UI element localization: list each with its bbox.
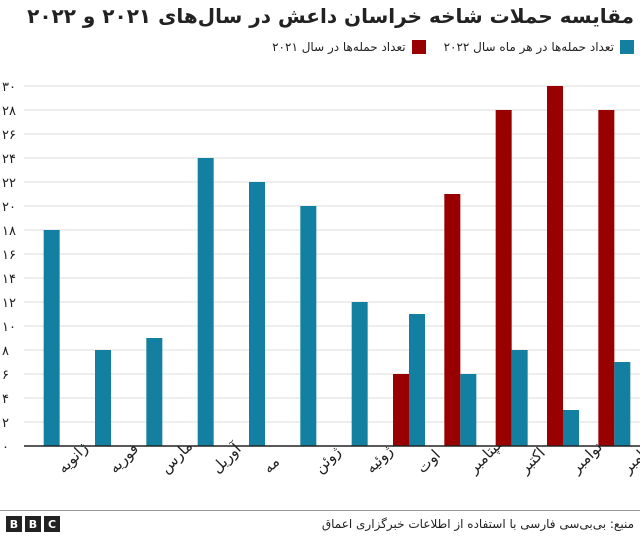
x-tick-label: اکتبر [515,444,549,478]
x-tick-label: ژوئن [310,443,344,477]
y-tick-label: ۱۰ [2,320,16,335]
bar-teal [351,302,368,446]
x-tick-label: اوت [413,446,444,477]
bar-red [547,86,563,446]
y-tick-label: ۲۰ [2,200,16,215]
y-tick-label: ۲ [2,416,9,431]
y-tick-label: ۸ [2,344,9,359]
legend-item-teal: تعداد حمله‌ها در هر ماه سال ۲۰۲۲ [444,40,634,54]
bar-teal [249,182,265,446]
y-tick-label: ۱۲ [2,296,16,311]
x-tick-label: مارس [156,437,196,477]
footer-divider [0,510,640,511]
bar-red [393,374,409,446]
y-tick-label: ۱۴ [2,272,16,287]
y-tick-label: ۳۰ [2,80,16,95]
bar-teal [95,350,111,446]
bar-teal [409,314,425,446]
legend-swatch-red [411,40,426,54]
bar-teal [146,338,163,446]
legend-label-teal: تعداد حمله‌ها در هر ماه سال ۲۰۲۲ [443,40,614,54]
bar-teal [43,230,60,446]
legend-label-red: تعداد حمله‌ها در سال ۲۰۲۱ [272,40,406,54]
y-tick-label: ۴ [2,392,9,407]
y-tick-label: ۲۲ [2,176,16,191]
x-tick-label: ژوئیه [362,442,397,477]
legend-swatch-teal [620,40,634,54]
bar-teal [563,410,579,446]
bar-teal [460,374,477,446]
bar-red [598,110,615,446]
legend-item-red: تعداد حمله‌ها در سال ۲۰۲۱ [272,40,426,54]
chart-title: مقایسه حملات شاخه خراسان داعش در سال‌های… [27,4,634,28]
y-tick-label: ۱۶ [2,248,16,263]
y-tick-label: ۲۴ [2,152,16,167]
y-tick-label: ۶ [2,368,9,383]
bar-red [495,110,512,446]
y-tick-label: ۱۸ [2,224,16,239]
bar-red [444,194,461,446]
y-tick-label: ۲۶ [2,128,16,143]
bar-teal [614,362,631,446]
bar-teal [197,158,214,446]
y-tick-label: ۲۸ [2,104,16,119]
y-tick-label: ۰ [2,440,9,455]
bar-teal [511,350,528,446]
legend: تعداد حمله‌ها در هر ماه سال ۲۰۲۲ تعداد ح… [4,40,634,54]
x-tick-label: مه [259,453,283,477]
bar-teal [300,206,317,446]
source-text: منبع: بی‌بی‌سی فارسی با استفاده از اطلاع… [321,517,634,531]
